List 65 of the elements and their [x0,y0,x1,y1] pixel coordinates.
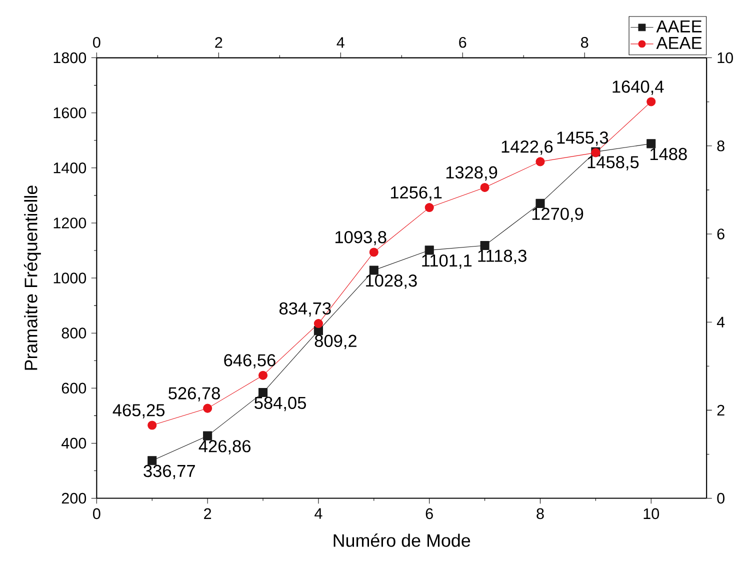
data-label: 1256,1 [390,186,442,201]
data-label: 465,25 [112,404,165,418]
point [480,240,490,250]
data-label: 1118,3 [478,250,526,264]
y-tick-label: 1600 [54,107,86,118]
point [148,420,157,430]
x2-tick-label: 8 [581,36,588,48]
point [424,202,434,212]
x-tick-label: 2 [204,508,212,519]
data-label: 1101,1 [422,254,472,269]
y2-tick-label: 2 [717,404,724,416]
point [536,157,545,166]
point [314,319,323,328]
point [536,198,545,208]
data-label: 1640,4 [612,80,664,95]
point [369,248,378,257]
y-tick-label: 800 [62,328,86,338]
data-label: 584,05 [254,396,306,412]
y2-tick-label: 4 [716,316,725,328]
x2-tick-label: 4 [336,37,344,48]
data-label: 1328,9 [446,166,498,181]
y-tick-label: 1200 [54,218,86,228]
point [424,246,434,255]
x-tick-label: 6 [426,508,433,520]
data-label: 1028,3 [366,274,417,289]
data-label: 526,78 [168,387,220,402]
x-tick-label: 0 [93,508,100,520]
point [646,139,656,148]
x2-tick-label: 6 [459,36,466,48]
y-tick-label: 1800 [54,52,86,64]
point [203,431,212,440]
data-label: 1093,8 [336,231,386,246]
data-label: 1270,9 [532,208,584,222]
data-label: 1458,5 [588,156,639,170]
y2-tick-label: 10 [718,52,733,64]
y-tick-label: 400 [62,438,86,449]
point [480,182,490,192]
x-tick-label: 4 [314,508,322,519]
data-label: 336,77 [144,464,195,480]
y-tick-label: 600 [62,382,86,394]
point [203,404,212,413]
data-label: 426,86 [198,440,250,454]
data-label: 834,73 [280,302,331,317]
y-tick-label: 1000 [54,272,86,284]
y-axis-title: Pramaitre Fréquentielle [24,186,41,370]
point [258,370,268,380]
data-label: 809,2 [314,334,356,350]
y-tick-label: 200 [62,492,86,504]
point [369,266,378,275]
data-label: 1455,3 [557,131,608,146]
x2-tick-label: 0 [93,36,100,48]
x2-tick-label: 2 [215,37,222,48]
y2-tick-label: 8 [717,140,724,152]
legend-label: AAEE [656,20,702,32]
point [646,97,656,106]
x-axis-title: Numéro de Mode [334,534,470,547]
x-tick-label: 10 [644,508,660,520]
y-tick-label: 1400 [54,162,86,174]
y2-tick-label: 6 [717,228,724,240]
data-label: 1488 [650,148,687,160]
legend-label: AEAE [656,36,702,49]
y2-tick-label: 0 [717,492,724,504]
data-label: 1422,6 [502,140,553,155]
x-tick-label: 8 [536,508,544,520]
data-label: 646,56 [224,354,276,368]
